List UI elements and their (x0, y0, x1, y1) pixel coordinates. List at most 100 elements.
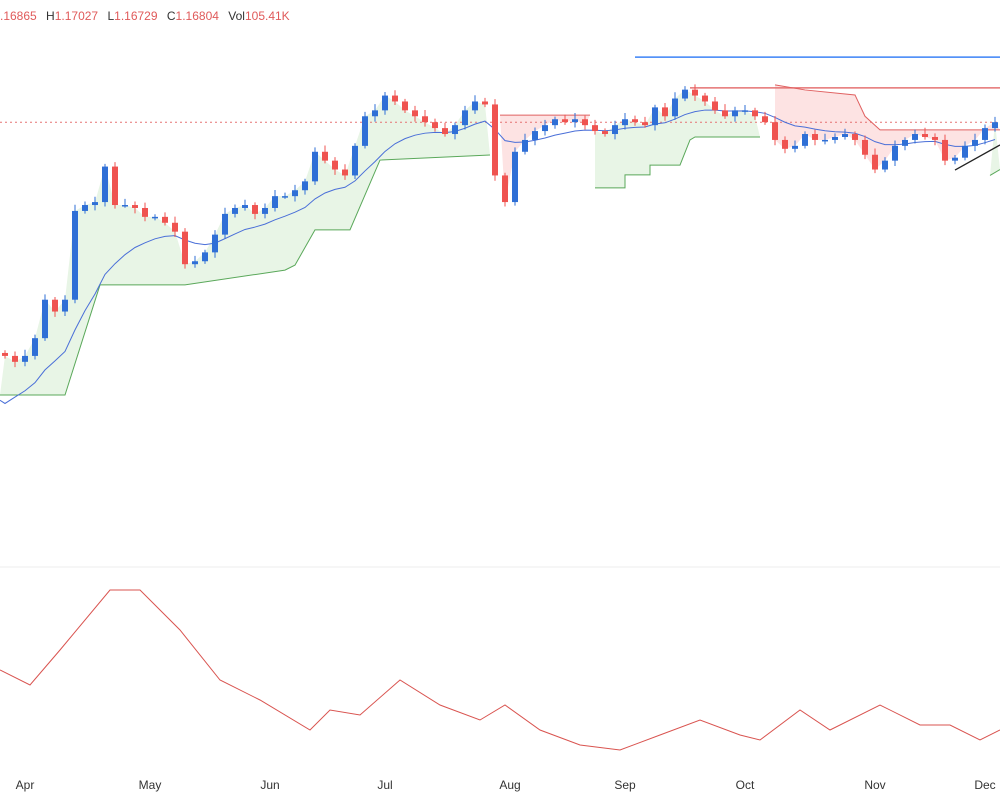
candle-body (882, 160, 888, 170)
candle-body (212, 234, 218, 253)
candle-body (352, 145, 358, 176)
candle-body (822, 139, 828, 142)
candle-body (232, 207, 238, 214)
candle-body (322, 151, 328, 161)
candle-body (742, 110, 748, 112)
candle-body (242, 205, 248, 208)
candle-body (52, 299, 58, 312)
x-tick-label: May (139, 778, 162, 792)
x-tick-label: Dec (974, 778, 995, 792)
candle-body (122, 205, 128, 207)
candle-body (812, 134, 818, 140)
x-tick-label: Aug (499, 778, 520, 792)
candle-body (142, 207, 148, 217)
candle-body (432, 122, 438, 129)
candle-body (362, 116, 368, 146)
candle-body (592, 125, 598, 132)
candle-body (922, 134, 928, 137)
x-tick-label: Apr (16, 778, 35, 792)
candle-body (722, 110, 728, 117)
candle-body (932, 136, 938, 140)
candle-body (312, 151, 318, 182)
candle-body (572, 119, 578, 123)
candle-body (42, 299, 48, 339)
candle-body (552, 119, 558, 126)
resistance-fill (500, 115, 590, 203)
candle-body (632, 119, 638, 123)
candle-body (912, 134, 918, 140)
candle-body (502, 175, 508, 203)
candle-body (72, 210, 78, 300)
candle-body (532, 131, 538, 140)
candle-body (162, 216, 168, 223)
candle-body (182, 231, 188, 265)
candle-body (772, 122, 778, 140)
candle-body (642, 122, 648, 126)
high-value: 1.17027 (54, 9, 99, 23)
candle-body (692, 89, 698, 96)
low-value: 1.16729 (114, 9, 158, 23)
candle-body (612, 125, 618, 135)
open-value: .16865 (0, 9, 37, 23)
volume-label: Vol (228, 9, 245, 23)
candle-body (132, 205, 138, 208)
candle-body (732, 110, 738, 117)
candle-body (392, 95, 398, 102)
candle-body (862, 139, 868, 155)
candle-body (202, 252, 208, 262)
candle-body (982, 128, 988, 140)
candle-body (222, 213, 228, 235)
resistance-line (774, 84, 1000, 131)
candle-body (602, 131, 608, 135)
x-tick-label: Nov (864, 778, 885, 792)
candle-body (492, 104, 498, 176)
candle-body (842, 134, 848, 137)
close-label: C (166, 9, 176, 23)
candle-body (402, 101, 408, 111)
candle-body (672, 98, 678, 117)
candle-body (192, 261, 198, 265)
candle-body (752, 110, 758, 117)
candle-body (272, 196, 278, 208)
trendline (954, 144, 1000, 171)
candle-body (252, 205, 258, 214)
candle-body (662, 107, 668, 117)
candle-body (302, 181, 308, 191)
candle-body (262, 207, 268, 214)
support-fill (0, 95, 490, 395)
support-fill (595, 89, 760, 188)
x-tick-label: Sep (614, 778, 636, 792)
candle-body (872, 154, 878, 170)
support-line (595, 136, 760, 189)
candle-body (442, 128, 448, 135)
candle-body (372, 110, 378, 117)
candle-body (172, 222, 178, 232)
low-label: L (107, 9, 115, 23)
candle-body (582, 119, 588, 126)
candle-body (152, 216, 158, 219)
candle-body (462, 110, 468, 126)
candle-body (282, 196, 288, 198)
candle-body (792, 145, 798, 149)
candle-body (102, 166, 108, 203)
candle-body (32, 338, 38, 356)
candle-body (952, 157, 958, 161)
candle-body (22, 355, 28, 362)
candle-body (472, 101, 478, 111)
candle-body (12, 355, 18, 362)
candle-body (332, 160, 338, 170)
volume-value: 105.41K (244, 9, 290, 23)
close-value: 1.16804 (175, 9, 219, 23)
support-fill (990, 122, 1000, 176)
candle-body (992, 122, 998, 129)
candle-body (292, 190, 298, 197)
ohlc-legend: .16865 H1.17027 L1.16729 C1.16804 Vol105… (0, 9, 290, 23)
candle-body (902, 139, 908, 146)
oscillator-line (0, 589, 1000, 751)
x-tick-label: Oct (736, 778, 755, 792)
candle-body (622, 119, 628, 126)
candle-body (712, 101, 718, 111)
candle-body (762, 116, 768, 123)
candle-body (482, 101, 488, 105)
